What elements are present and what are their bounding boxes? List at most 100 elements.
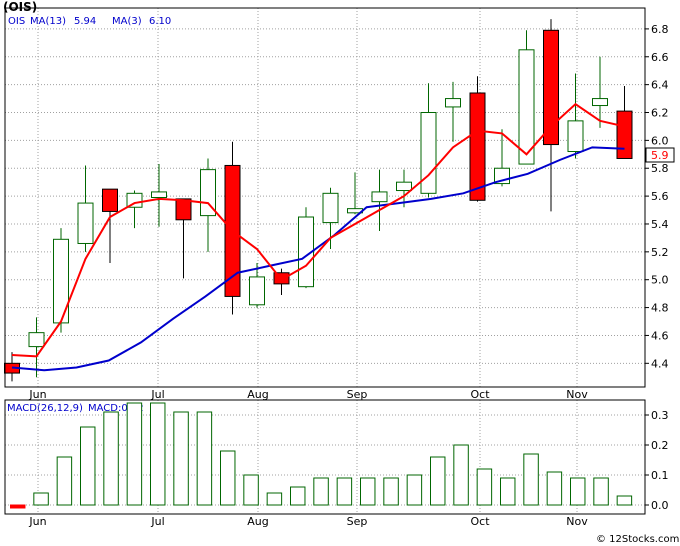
candle bbox=[592, 56, 608, 128]
last-price-tag-text: 5.9 bbox=[651, 149, 669, 162]
macd-y-axis: 0.0 0.1 0.2 0.3 bbox=[645, 409, 669, 512]
candle-body bbox=[151, 191, 167, 198]
ma13-label: MA(13) bbox=[30, 16, 66, 27]
candle bbox=[53, 228, 69, 333]
candle-body bbox=[77, 202, 94, 244]
candle-body bbox=[298, 216, 314, 288]
price-month-label: Sep bbox=[347, 388, 368, 401]
candle bbox=[567, 73, 584, 159]
candle-body bbox=[249, 276, 265, 306]
macd-month-label: Jun bbox=[28, 515, 46, 528]
macd-bar bbox=[173, 411, 189, 506]
macd-bars bbox=[10, 402, 633, 509]
candle bbox=[616, 86, 633, 159]
macd-bar bbox=[266, 492, 283, 506]
macd-tick-label: 0.0 bbox=[651, 499, 669, 512]
price-tick-label: 5.4 bbox=[651, 218, 669, 231]
candle bbox=[371, 169, 388, 231]
ma13-value: 5.94 bbox=[74, 16, 96, 27]
price-month-label: Oct bbox=[470, 388, 490, 401]
price-tick-label: 5.0 bbox=[651, 274, 669, 287]
price-month-label: Jul bbox=[150, 388, 164, 401]
candle-body bbox=[126, 192, 143, 208]
ma3-label: MA(3) bbox=[112, 16, 142, 27]
candle-body bbox=[322, 192, 339, 224]
macd-bar bbox=[406, 474, 423, 506]
candle bbox=[445, 81, 461, 142]
candle bbox=[175, 198, 192, 279]
macd-panel-frame bbox=[4, 399, 646, 515]
price-tick-label: 6.2 bbox=[651, 107, 669, 120]
macd-bar bbox=[243, 474, 259, 506]
price-tick-label: 4.4 bbox=[651, 357, 669, 370]
macd-bar bbox=[523, 453, 539, 506]
credit-text: © 12Stocks.com bbox=[596, 534, 679, 545]
macd-month-label: Oct bbox=[470, 515, 490, 528]
candle bbox=[396, 169, 412, 208]
candle bbox=[249, 262, 265, 308]
macd-label: MACD(26,12,9) bbox=[7, 403, 83, 414]
ma3-line bbox=[11, 102, 625, 358]
candle bbox=[469, 76, 486, 202]
macd-bar bbox=[313, 477, 329, 506]
macd-bar bbox=[336, 477, 353, 506]
price-y-axis: 4.4 4.6 4.8 5.0 5.2 5.4 5.6 5.8 6.0 6.2 6.4 6.6 6.8 bbox=[645, 23, 669, 370]
price-panel-frame bbox=[4, 7, 646, 388]
candle-body bbox=[371, 191, 388, 203]
price-tick-label: 5.8 bbox=[651, 162, 669, 175]
candle bbox=[543, 19, 559, 212]
macd-bar bbox=[383, 477, 399, 506]
candle-body bbox=[420, 112, 437, 194]
candle-body bbox=[102, 188, 118, 212]
macd-bar bbox=[10, 504, 26, 509]
price-tick-label: 6.4 bbox=[651, 79, 669, 92]
candle bbox=[102, 188, 118, 263]
price-tick-label: 5.2 bbox=[651, 246, 669, 259]
price-month-label: Nov bbox=[566, 388, 588, 401]
candle-body bbox=[567, 120, 584, 153]
candle bbox=[322, 187, 339, 250]
macd-month-label: Jul bbox=[150, 515, 164, 528]
price-tick-label: 6.8 bbox=[651, 23, 669, 36]
macd-bar bbox=[103, 411, 119, 506]
candle bbox=[28, 317, 45, 378]
candle-body bbox=[396, 181, 412, 192]
macd-bar bbox=[593, 477, 609, 506]
macd-month-label: Sep bbox=[347, 515, 368, 528]
price-tick-label: 6.6 bbox=[651, 51, 669, 64]
macd-bar bbox=[616, 495, 633, 506]
ticker-title: (OIS) bbox=[3, 0, 37, 14]
candle-body bbox=[445, 98, 461, 108]
candle bbox=[151, 164, 167, 227]
macd-bar bbox=[80, 426, 96, 506]
price-tick-label: 4.8 bbox=[651, 302, 669, 315]
candle-body bbox=[616, 110, 633, 159]
candle bbox=[518, 30, 535, 165]
price-tick-label: 5.6 bbox=[651, 190, 669, 203]
candle bbox=[200, 158, 216, 252]
macd-bar bbox=[476, 468, 493, 506]
macd-bar bbox=[290, 486, 306, 506]
macd-bar bbox=[430, 456, 446, 506]
candle bbox=[224, 141, 241, 315]
macd-month-label: Aug bbox=[247, 515, 268, 528]
macd-tick-label: 0.1 bbox=[651, 469, 669, 482]
candle-body bbox=[592, 98, 608, 107]
candle-body bbox=[469, 92, 486, 201]
candle-body bbox=[543, 29, 559, 146]
candle bbox=[77, 165, 94, 252]
macd-bar bbox=[546, 471, 563, 506]
macd-x-axis: Jun Jul Aug Sep Oct Nov bbox=[28, 515, 588, 528]
last-price-tag: 5.9 bbox=[645, 147, 675, 163]
symbol-label: OIS bbox=[8, 16, 25, 27]
macd-bar bbox=[453, 444, 469, 506]
macd-bar bbox=[56, 456, 73, 506]
candle-body bbox=[175, 198, 192, 221]
macd-bar bbox=[500, 477, 516, 506]
ma3-value: 6.10 bbox=[149, 16, 171, 27]
candle-body bbox=[200, 169, 216, 217]
macd-month-label: Nov bbox=[566, 515, 588, 528]
